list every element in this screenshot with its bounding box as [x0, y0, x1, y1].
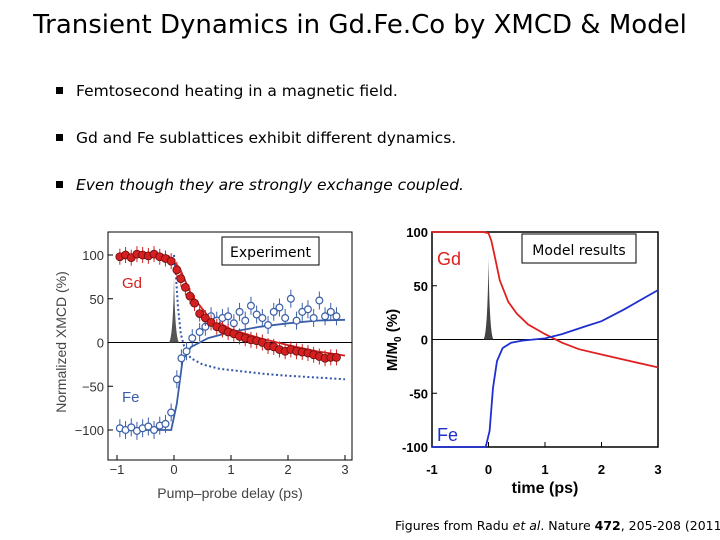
- model-label-box: [521, 233, 637, 264]
- fe-data-point: [303, 305, 312, 314]
- x-tick-label: 0: [170, 462, 177, 477]
- citation-prefix: Figures from Radu: [395, 518, 513, 533]
- pump-pulse: [169, 276, 179, 343]
- y-tick-label: 0: [97, 336, 104, 351]
- x-tick-label: 0: [485, 462, 492, 477]
- gd-data-point: [180, 282, 190, 292]
- fe-data-point: [182, 347, 191, 356]
- bullet-text: Even though they are strongly exchange c…: [76, 176, 464, 194]
- fe-data-point: [286, 294, 295, 303]
- y-axis-label: M/M0 (%): [384, 309, 404, 371]
- model-label: Model results: [532, 243, 625, 259]
- bullet-text: Gd and Fe sublattices exhibit different …: [76, 129, 457, 147]
- bullet-item: Gd and Fe sublattices exhibit different …: [56, 129, 696, 178]
- y-tick-label: 50: [90, 292, 104, 307]
- square-bullet-icon: [56, 134, 63, 141]
- y-axis-label-suffix: (%): [384, 309, 401, 337]
- gd-series-label: Gd: [437, 249, 461, 269]
- gd-series-label: Gd: [122, 275, 142, 292]
- bullet-item: Femtosecond heating in a magnetic field.: [56, 82, 696, 131]
- square-bullet-icon: [56, 87, 63, 94]
- bullet-text: Femtosecond heating in a magnetic field.: [76, 82, 398, 100]
- fe-data-point: [252, 310, 261, 319]
- x-tick-label: −1: [110, 462, 125, 477]
- bullet-list: Femtosecond heating in a magnetic field.…: [56, 82, 696, 225]
- y-tick-label: -100: [402, 440, 428, 455]
- y-tick-label: −50: [82, 379, 104, 394]
- x-tick-label: 1: [227, 462, 234, 477]
- fe-data-point: [264, 321, 273, 330]
- fe-data-point: [224, 312, 233, 321]
- x-tick-label: 3: [341, 462, 348, 477]
- gd-data-point: [185, 291, 195, 301]
- gd-data-point: [190, 298, 199, 308]
- gd-data-point: [332, 352, 341, 362]
- fe-data-point: [275, 303, 284, 312]
- fe-data-point: [188, 334, 197, 343]
- experiment-label: Experiment: [230, 245, 311, 261]
- fe-data-point: [246, 301, 255, 310]
- bullet-item: Even though they are strongly exchange c…: [56, 176, 696, 225]
- pump-pulse: [483, 258, 494, 340]
- y-axis-label: Normalized XMCD (%): [53, 271, 69, 413]
- fe-data-point: [177, 354, 186, 363]
- y-tick-label: −100: [75, 423, 104, 438]
- figure-citation: Figures from Radu et al. Nature 472, 205…: [395, 518, 720, 533]
- fe-data-point: [315, 296, 324, 305]
- x-tick-label: 2: [284, 462, 291, 477]
- x-tick-label: -1: [426, 462, 438, 477]
- fe-data-point: [241, 316, 250, 325]
- gd-model-line: [432, 231, 659, 369]
- y-axis-label-subscript: 0: [393, 336, 404, 342]
- y-tick-label: -50: [409, 386, 428, 401]
- fe-model-line: [432, 289, 659, 448]
- x-tick-label: 1: [541, 462, 548, 477]
- fe-data-point: [269, 307, 278, 316]
- slide-title: Transient Dynamics in Gd.Fe.Co by XMCD &…: [33, 10, 687, 40]
- y-tick-label: 100: [406, 225, 428, 240]
- fe-series-label: Fe: [122, 389, 140, 406]
- fe-data-point: [281, 314, 290, 323]
- fe-data-point: [144, 422, 153, 431]
- fe-data-point: [172, 375, 181, 384]
- x-axis-label: time (ps): [512, 480, 579, 497]
- gd-data-point: [166, 256, 176, 266]
- fe-data-point: [258, 314, 267, 323]
- citation-volume: 472: [594, 518, 621, 533]
- fe-data-point: [167, 408, 176, 417]
- fe-series-label: Fe: [437, 425, 458, 445]
- y-axis-label-main: M/M: [384, 342, 401, 371]
- citation-pages: , 205-208 (2011).: [620, 518, 720, 533]
- x-tick-label: 3: [654, 462, 661, 477]
- fe-data-point: [229, 319, 238, 328]
- experiment-axes-frame: [107, 231, 353, 461]
- experiment-label-box: [221, 236, 320, 266]
- y-tick-label: 100: [82, 248, 104, 263]
- fe-data-point: [235, 307, 244, 316]
- gd-data-point: [172, 265, 182, 275]
- fe-data-point: [195, 328, 204, 337]
- fe-data-point: [309, 314, 318, 323]
- fe-data-point: [161, 419, 170, 428]
- citation-journal: . Nature: [540, 518, 595, 533]
- gd-fit-line: [116, 254, 346, 357]
- fe-data-point: [326, 307, 335, 316]
- fe-data-point: [332, 312, 341, 321]
- x-axis-label: Pump–probe delay (ps): [157, 485, 303, 501]
- fe-data-point: [292, 316, 301, 325]
- y-tick-label: 50: [414, 279, 428, 294]
- gd-data-point: [176, 274, 186, 284]
- fe-data-point: [150, 426, 159, 435]
- square-bullet-icon: [56, 181, 63, 188]
- experiment-figure: −1 0 1 2 3 100 50 0 −50 −100 Pump–probe delay (ps)…: [53, 231, 353, 501]
- y-tick-label: 0: [421, 333, 428, 348]
- fe-data-point: [321, 312, 330, 321]
- citation-etal: et al: [512, 518, 541, 533]
- fe-data-point: [127, 423, 136, 432]
- x-tick-label: 2: [598, 462, 605, 477]
